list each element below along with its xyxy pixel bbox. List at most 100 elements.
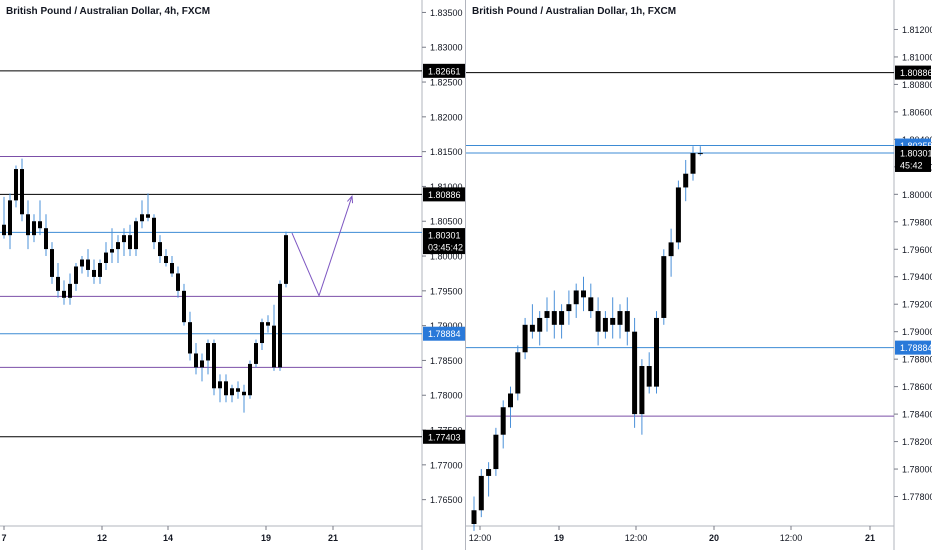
y-tick-label: 1.79000 [430,321,463,331]
price-tag-label: 1.80886 [900,68,932,78]
y-tick-label: 1.78500 [430,356,463,366]
candle-body [478,475,484,511]
candle-body [68,283,72,298]
candle-body [194,353,198,368]
candle-body [529,324,535,332]
y-tick-label: 1.77800 [902,492,932,502]
candle-body [116,242,120,250]
candle-body [62,290,66,298]
candle-body [98,263,102,277]
candle-body [617,311,623,325]
y-tick-label: 1.81200 [902,25,932,35]
price-tag-bg [423,187,465,202]
y-tick-label: 1.80800 [902,80,932,90]
y-tick-label: 1.77000 [430,460,463,470]
candle-body [44,228,48,250]
y-tick-label: 1.82000 [430,112,463,122]
y-tick-label: 1.80600 [902,107,932,117]
candle-body [104,252,108,263]
current-price-label: 1.80301 [900,148,932,158]
price-tag-bg [895,340,931,355]
y-tick-label: 1.78400 [902,410,932,420]
candle-body [624,311,630,332]
candle-body [646,366,652,387]
candle-body [8,200,12,236]
candle-body [675,187,681,243]
price-tag-label: 1.77403 [428,432,461,442]
chart-pane-1h[interactable]: 1.812001.810001.808001.806001.804001.802… [466,0,932,550]
candle-body [654,317,659,387]
candle-body [20,169,24,215]
candle-body [690,153,696,174]
candle-body [697,153,703,155]
candle-body [610,317,616,325]
candle-body [471,510,477,524]
current-price-label: 1.80301 [428,231,461,241]
candle-body [50,249,54,277]
x-tick-label: 19 [554,533,564,543]
chart-4h-canvas[interactable]: 1.83500 1.83000 1.82500 1.82000 1.81500 1.810… [0,0,466,550]
candle-body [242,391,246,396]
candle-body [522,324,528,353]
pane-divider[interactable] [465,0,466,550]
candle-body [110,249,114,253]
price-tag-label: 1.82661 [428,66,461,76]
candle-body [639,366,645,415]
candle-body [92,269,96,277]
y-tick-label: 1.76500 [430,495,463,505]
y-tick-label: 1.78600 [902,382,932,392]
y-tick-label: 1.79600 [902,245,932,255]
candle-body [588,297,594,312]
candle-body [551,311,557,325]
price-tag-label: 1.78884 [428,329,461,339]
current-price-tag-bg [423,228,465,255]
x-tick-label: 12:00 [469,533,492,543]
candle-body [260,322,264,344]
candle-body [254,343,258,364]
candle-body [176,273,180,291]
y-tick-label: 1.79400 [902,272,932,282]
x-tick-label: 12:00 [780,533,803,543]
candle-body [284,235,288,284]
candle-body [278,283,282,368]
candle-body [500,407,506,435]
y-tick-label: 1.79200 [902,300,932,310]
candle-body [2,224,6,236]
candle-body [200,360,204,368]
x-tick-label: 21 [865,533,875,543]
chart-title-4h: British Pound / Australian Dollar, 4h, F… [6,6,211,17]
x-tick-label: 7 [1,533,6,543]
y-tick-label: 1.79500 [430,286,463,296]
y-tick-label: 1.81500 [430,147,463,157]
candle-body [14,169,18,201]
candle-body [602,317,608,332]
y-tick-label: 1.78200 [902,437,932,447]
candle-body [218,381,222,389]
y-tick-label: 1.79000 [902,327,932,337]
price-tag-bg [895,65,931,80]
price-tag-label: 1.78884 [900,343,932,353]
candle-body [140,214,144,222]
x-tick-label: 20 [709,533,719,543]
candle-body [559,311,565,325]
y-tick-label: 1.78800 [902,355,932,365]
candle-body [38,221,42,229]
candle-body [508,393,513,408]
candle-body [537,317,543,332]
candle-body [493,434,499,470]
candle-body [230,388,234,396]
candle-body [661,256,667,318]
chart-1h-canvas[interactable]: 1.812001.810001.808001.806001.804001.802… [466,0,932,550]
y-tick-label: 1.80000 [430,252,463,262]
candle-body [668,242,674,257]
candle-body [206,343,210,361]
x-tick-label: 12:00 [625,533,648,543]
y-tick-label: 1.79800 [902,217,932,227]
candle-body [188,322,192,354]
candle-body [122,235,126,243]
candle-body [566,304,572,312]
candle-body [236,388,240,392]
chart-pane-4h[interactable]: 1.83500 1.83000 1.82500 1.82000 1.81500 1.810… [0,0,466,550]
y-tick-label: 1.81000 [902,52,932,62]
candle-body [272,325,276,368]
